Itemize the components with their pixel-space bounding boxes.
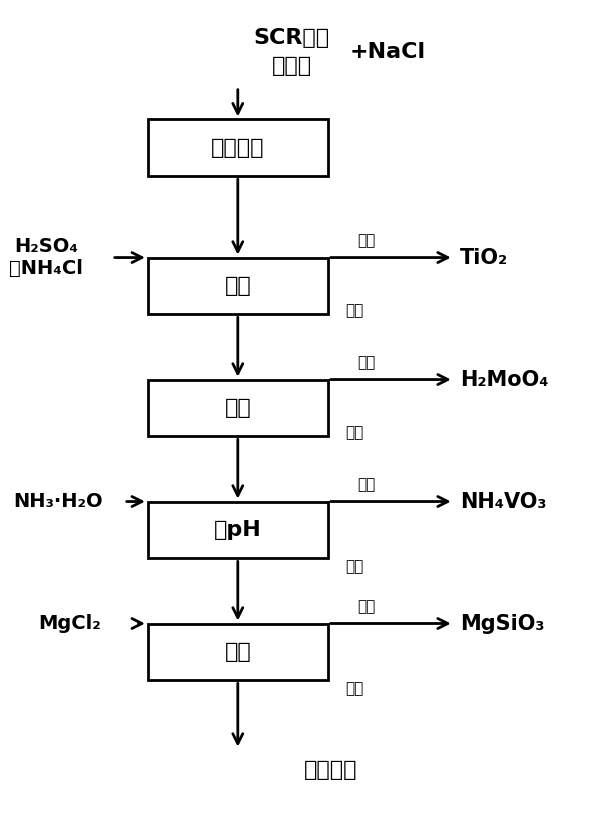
Text: 浸出: 浸出 [224,276,251,296]
Text: MgCl₂: MgCl₂ [38,614,101,633]
Text: 调pH: 调pH [214,520,262,540]
Text: 滤液: 滤液 [346,303,364,318]
Text: TiO₂: TiO₂ [459,247,508,268]
Text: 反应: 反应 [224,642,251,662]
Text: 滤液: 滤液 [346,425,364,440]
Text: 沉淀: 沉淀 [357,599,376,614]
Text: +NaCl: +NaCl [349,42,426,62]
Text: 催化剂: 催化剂 [272,56,312,77]
Text: 沉淀: 沉淀 [357,355,376,370]
Text: 沉淀: 沉淀 [357,477,376,492]
Text: 高温煅烧: 高温煅烧 [211,138,265,157]
FancyBboxPatch shape [148,119,327,176]
Text: 滤液: 滤液 [346,681,364,696]
Text: SCR废旧: SCR废旧 [254,28,330,48]
FancyBboxPatch shape [148,379,327,437]
Text: H₂SO₄
或NH₄Cl: H₂SO₄ 或NH₄Cl [9,237,83,278]
Text: H₂MoO₄: H₂MoO₄ [459,370,548,389]
Text: NH₄VO₃: NH₄VO₃ [459,491,546,512]
Text: MgSiO₃: MgSiO₃ [459,614,544,633]
Text: 浓缩: 浓缩 [224,398,251,418]
FancyBboxPatch shape [148,623,327,681]
Text: 废水处理: 废水处理 [304,760,357,780]
Text: 滤液: 滤液 [346,559,364,574]
Text: NH₃·H₂O: NH₃·H₂O [13,492,103,511]
FancyBboxPatch shape [148,258,327,314]
FancyBboxPatch shape [148,502,327,558]
Text: 沉淀: 沉淀 [357,233,376,248]
